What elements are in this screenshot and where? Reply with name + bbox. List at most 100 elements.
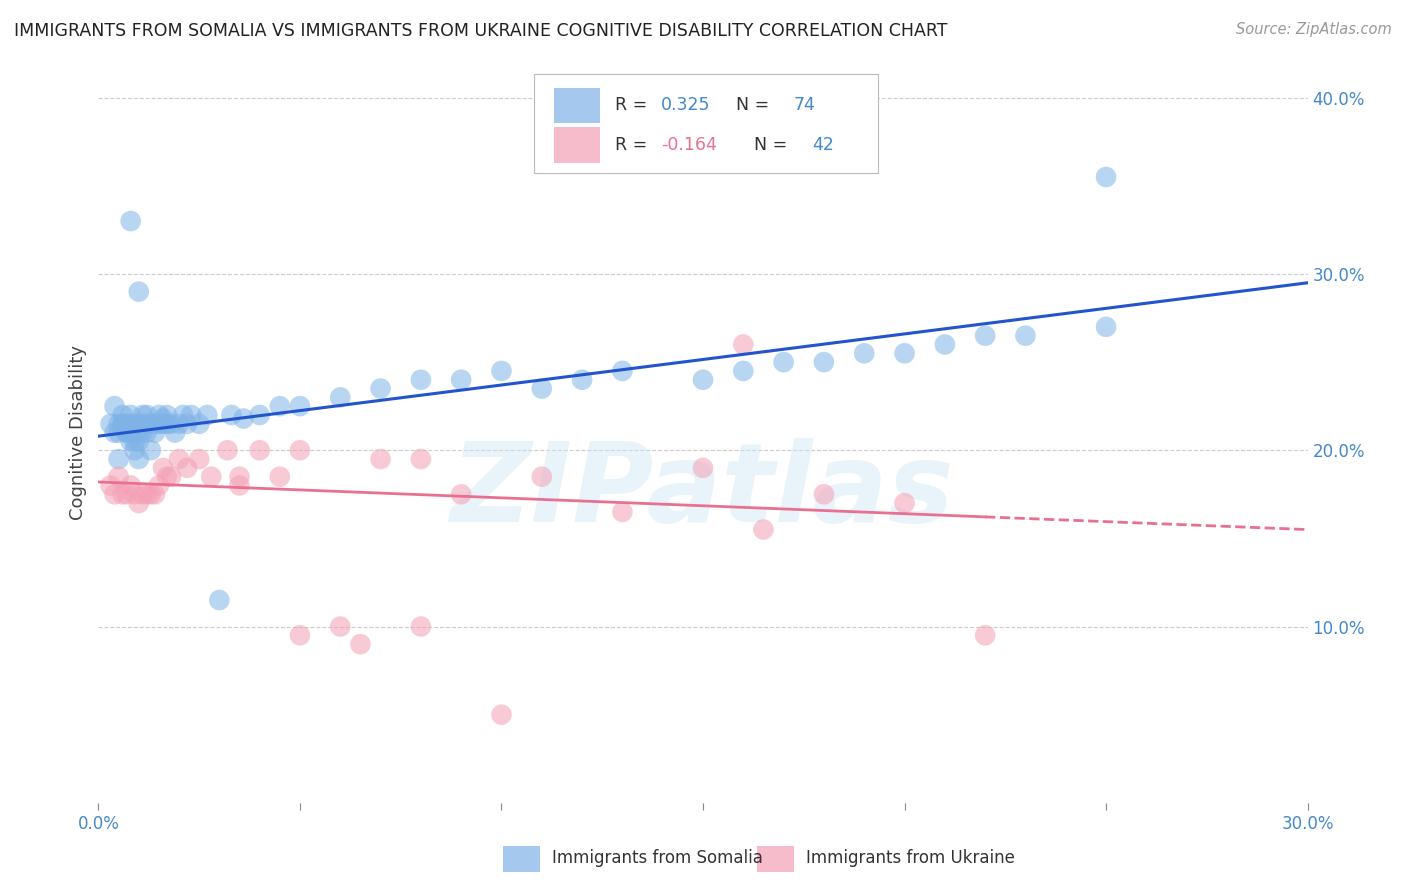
Point — [139, 487, 162, 501]
Point — [120, 425, 142, 440]
Point — [934, 337, 956, 351]
Point — [167, 417, 190, 431]
Point — [124, 417, 146, 431]
Text: Source: ZipAtlas.com: Source: ZipAtlas.com — [1236, 22, 1392, 37]
Point — [143, 417, 166, 431]
Point — [115, 487, 138, 501]
Point — [107, 452, 129, 467]
Point — [139, 443, 162, 458]
Point — [160, 417, 183, 431]
Point — [100, 417, 122, 431]
Point — [329, 619, 352, 633]
Point — [853, 346, 876, 360]
Text: 0.325: 0.325 — [661, 96, 710, 114]
Text: R =: R = — [614, 136, 652, 154]
Point — [143, 425, 166, 440]
Point — [409, 373, 432, 387]
Point — [120, 434, 142, 449]
Point — [111, 417, 134, 431]
Point — [120, 408, 142, 422]
Point — [163, 425, 186, 440]
Point — [115, 425, 138, 440]
Text: R =: R = — [614, 96, 652, 114]
Point — [269, 399, 291, 413]
Point — [148, 417, 170, 431]
Point — [1014, 328, 1036, 343]
Point — [733, 337, 755, 351]
Point — [491, 707, 513, 722]
Point — [228, 469, 250, 483]
Point — [128, 434, 150, 449]
Point — [107, 417, 129, 431]
Point — [893, 346, 915, 360]
Bar — [758, 846, 794, 871]
Text: Immigrants from Ukraine: Immigrants from Ukraine — [806, 849, 1015, 867]
Point — [115, 417, 138, 431]
Point — [132, 425, 155, 440]
Point — [156, 469, 179, 483]
Bar — [554, 87, 600, 123]
Point — [124, 434, 146, 449]
Text: IMMIGRANTS FROM SOMALIA VS IMMIGRANTS FROM UKRAINE COGNITIVE DISABILITY CORRELAT: IMMIGRANTS FROM SOMALIA VS IMMIGRANTS FR… — [14, 22, 948, 40]
Point — [612, 364, 634, 378]
Point — [974, 628, 997, 642]
Point — [111, 417, 134, 431]
Point — [107, 425, 129, 440]
Point — [152, 461, 174, 475]
Point — [450, 487, 472, 501]
Text: N =: N = — [724, 96, 775, 114]
Text: -0.164: -0.164 — [661, 136, 717, 154]
Text: 74: 74 — [793, 96, 815, 114]
Bar — [554, 128, 600, 163]
Point — [188, 452, 211, 467]
Point — [221, 408, 243, 422]
Point — [974, 328, 997, 343]
Point — [180, 408, 202, 422]
Point — [692, 461, 714, 475]
Point — [167, 452, 190, 467]
Point — [124, 487, 146, 501]
Point — [107, 469, 129, 483]
Point — [370, 382, 392, 396]
Point — [409, 619, 432, 633]
Y-axis label: Cognitive Disability: Cognitive Disability — [69, 345, 87, 520]
Point — [409, 452, 432, 467]
Point — [120, 214, 142, 228]
Point — [103, 425, 125, 440]
Point — [269, 469, 291, 483]
Point — [752, 523, 775, 537]
Point — [692, 373, 714, 387]
Point — [249, 443, 271, 458]
Point — [813, 487, 835, 501]
Point — [172, 408, 194, 422]
Point — [128, 285, 150, 299]
Point — [612, 505, 634, 519]
Point — [128, 496, 150, 510]
Point — [128, 425, 150, 440]
Point — [148, 408, 170, 422]
Text: N =: N = — [742, 136, 793, 154]
Point — [772, 355, 794, 369]
Point — [893, 496, 915, 510]
Point — [217, 443, 239, 458]
Point — [160, 469, 183, 483]
Point — [200, 469, 222, 483]
Point — [103, 399, 125, 413]
Point — [124, 443, 146, 458]
Point — [128, 452, 150, 467]
Point — [156, 417, 179, 431]
Point — [148, 478, 170, 492]
Point — [208, 593, 231, 607]
Point — [120, 417, 142, 431]
Point — [111, 408, 134, 422]
Point — [132, 408, 155, 422]
Point — [176, 461, 198, 475]
Point — [111, 487, 134, 501]
Point — [733, 364, 755, 378]
Point — [1095, 319, 1118, 334]
Point — [176, 417, 198, 431]
FancyBboxPatch shape — [534, 73, 879, 173]
Point — [128, 417, 150, 431]
Point — [329, 390, 352, 404]
Point — [135, 417, 157, 431]
